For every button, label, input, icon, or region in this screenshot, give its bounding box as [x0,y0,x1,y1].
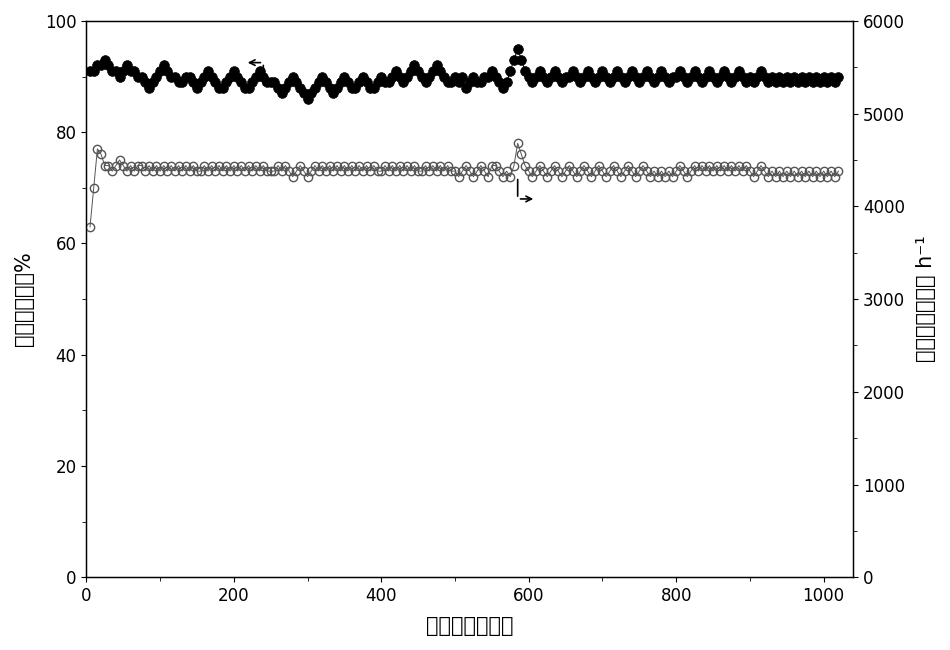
Y-axis label: 乙烯转化率／%: 乙烯转化率／% [14,252,34,346]
X-axis label: 反应时间／小时: 反应时间／小时 [426,616,514,636]
Y-axis label: 乙烯转换频率／ h⁻¹: 乙烯转换频率／ h⁻¹ [916,236,936,363]
